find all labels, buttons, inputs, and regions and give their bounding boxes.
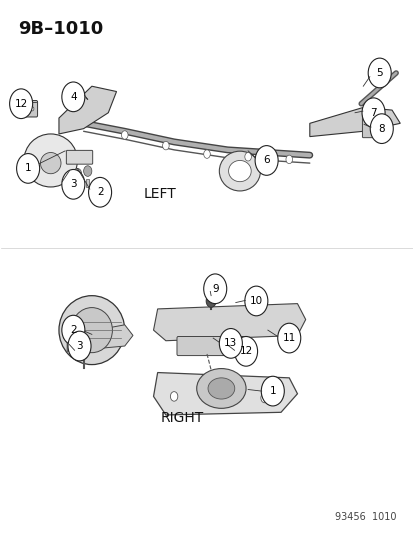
Text: 11: 11 [282,333,295,343]
Circle shape [234,336,257,366]
FancyBboxPatch shape [17,101,38,117]
Circle shape [206,295,216,308]
Circle shape [261,376,284,406]
Circle shape [203,150,210,158]
Circle shape [219,328,242,358]
Circle shape [62,169,85,199]
Bar [76,180,79,188]
Ellipse shape [40,152,61,174]
FancyBboxPatch shape [66,150,93,164]
Polygon shape [153,304,305,341]
Circle shape [62,82,85,112]
Circle shape [244,286,267,316]
Text: LEFT: LEFT [143,187,176,201]
Text: 6: 6 [263,156,269,165]
Text: 2: 2 [70,325,76,335]
Text: 3: 3 [76,341,83,351]
Text: 1: 1 [269,386,275,396]
Circle shape [203,274,226,304]
Text: 9: 9 [211,284,218,294]
Text: 12: 12 [14,99,28,109]
Circle shape [9,89,33,118]
Circle shape [62,316,85,345]
Circle shape [73,168,81,179]
Text: 13: 13 [224,338,237,349]
Circle shape [244,152,251,161]
FancyBboxPatch shape [176,336,244,356]
Ellipse shape [228,160,251,182]
Circle shape [367,58,390,88]
Ellipse shape [59,296,124,365]
Text: 3: 3 [70,179,76,189]
Text: 12: 12 [239,346,252,357]
Circle shape [260,393,268,403]
Text: 93456  1010: 93456 1010 [334,512,395,522]
Circle shape [162,141,169,150]
Circle shape [83,166,92,176]
Text: 1: 1 [25,164,31,173]
Circle shape [79,349,88,359]
Circle shape [88,177,112,207]
Bar [86,179,89,187]
Text: 9B–1010: 9B–1010 [18,20,103,38]
Circle shape [361,98,384,127]
Polygon shape [59,86,116,134]
Ellipse shape [71,308,112,353]
Polygon shape [309,108,399,136]
Circle shape [22,107,26,111]
Circle shape [121,131,128,139]
FancyBboxPatch shape [361,112,384,138]
Circle shape [74,334,84,347]
Text: 4: 4 [70,92,76,102]
Text: 2: 2 [97,187,103,197]
Ellipse shape [219,151,260,191]
Text: 5: 5 [375,68,382,78]
Ellipse shape [196,368,245,408]
Circle shape [369,114,392,143]
Circle shape [17,154,40,183]
Text: 8: 8 [377,124,384,134]
Circle shape [277,323,300,353]
Circle shape [285,155,292,164]
Circle shape [254,146,278,175]
Circle shape [170,392,177,401]
Circle shape [68,331,91,361]
Polygon shape [153,373,297,415]
Circle shape [31,107,34,111]
Ellipse shape [24,134,77,187]
Ellipse shape [207,378,234,399]
Text: RIGHT: RIGHT [160,410,204,425]
Text: 7: 7 [369,108,376,118]
Polygon shape [67,325,133,351]
Text: 10: 10 [249,296,262,306]
